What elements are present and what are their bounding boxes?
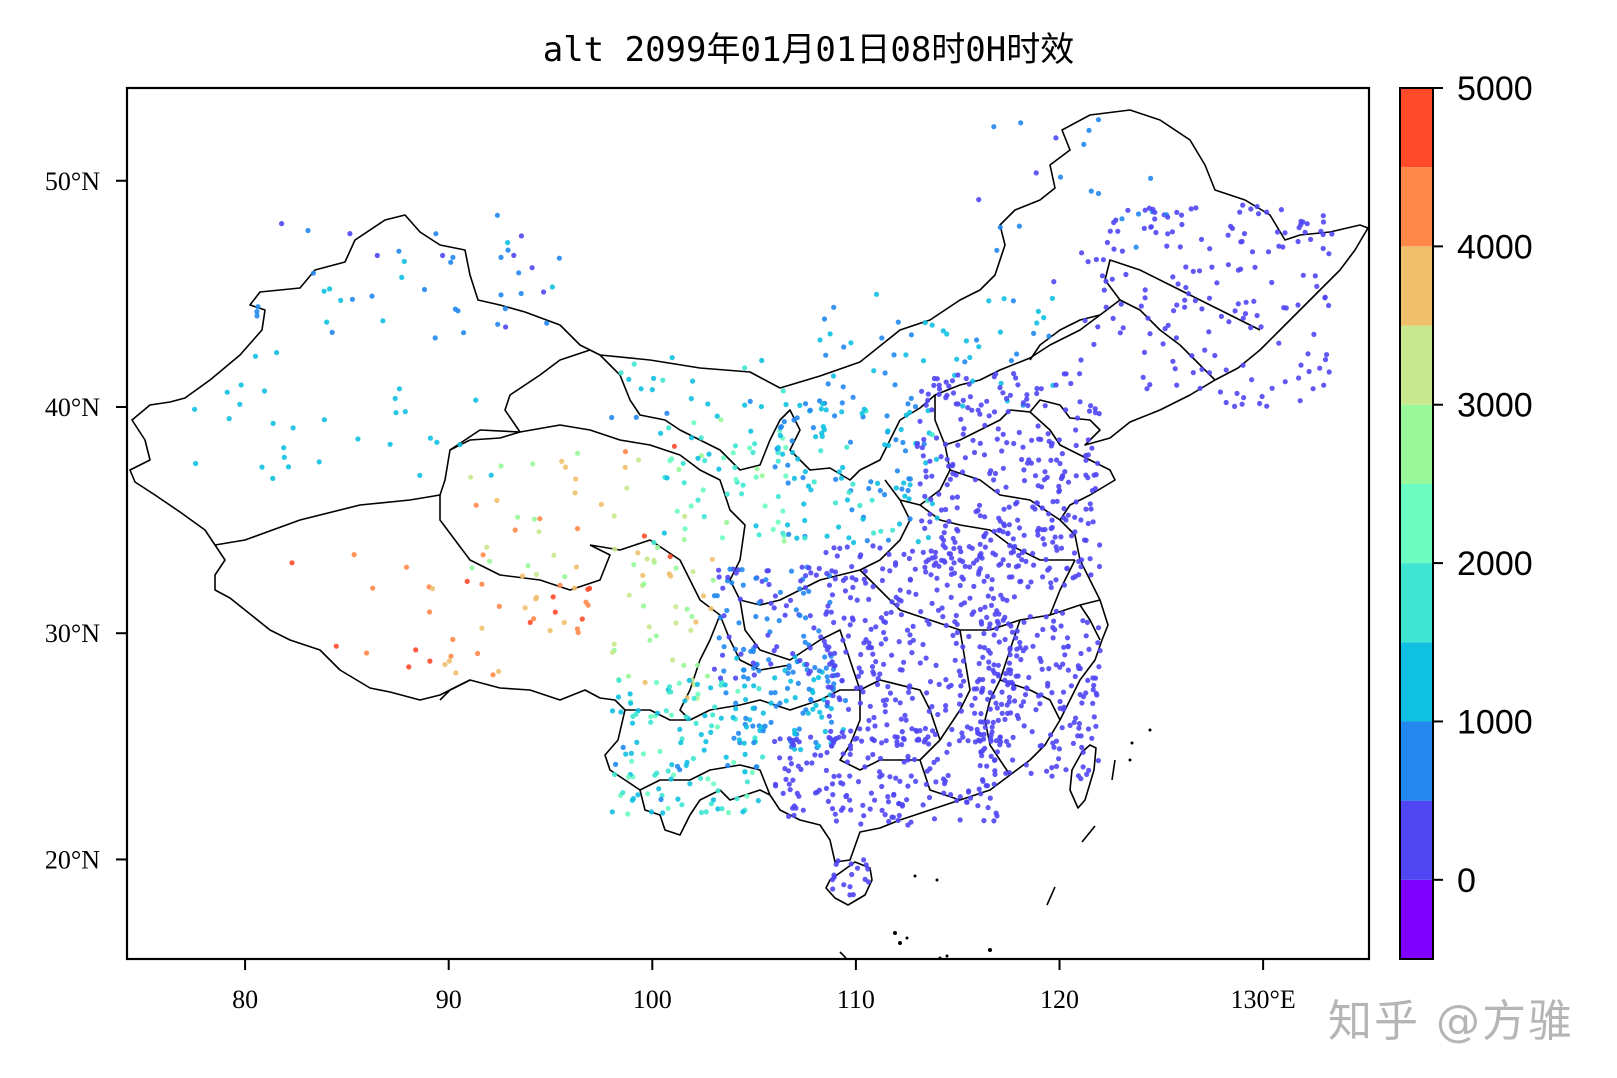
station-points — [192, 117, 1335, 898]
plot-frame — [125, 86, 1371, 961]
x-tick-label: 130°E — [1230, 985, 1295, 1014]
watermark: 知乎 @方骓 — [1328, 996, 1574, 1047]
colorbar-tick-label: 5000 — [1457, 70, 1533, 108]
x-tick-label: 90 — [436, 985, 462, 1014]
y-tick-label: 20°N — [45, 845, 100, 874]
colorbar-bin — [1400, 246, 1433, 326]
colorbar-bin — [1400, 642, 1433, 722]
china-boundary-outline — [129, 109, 1369, 959]
colorbar-tick-label: 1000 — [1457, 703, 1533, 741]
colorbar-tick-label: 4000 — [1457, 228, 1533, 266]
x-tick-label: 100 — [633, 985, 672, 1014]
colorbar-tick-label: 3000 — [1457, 387, 1533, 425]
y-tick-label: 40°N — [45, 393, 100, 422]
x-tick-label: 80 — [232, 985, 258, 1014]
colorbar-bin — [1400, 167, 1433, 247]
chart-title: alt 2099年01月01日08时0H时效 — [542, 30, 1075, 70]
y-tick-label: 30°N — [45, 619, 100, 648]
colorbar-bin — [1400, 563, 1433, 643]
colorbar-bin — [1400, 879, 1433, 959]
y-tick-label: 50°N — [45, 167, 100, 196]
colorbar-bin — [1400, 800, 1433, 880]
colorbar-bin — [1400, 88, 1433, 168]
x-tick-label: 120 — [1040, 985, 1079, 1014]
colorbar-bin — [1400, 721, 1433, 801]
south-china-sea-islands — [893, 728, 1152, 960]
y-axis-ticks: 20°N 30°N 40°N 50°N — [45, 167, 127, 874]
colorbar-tick-label: 0 — [1457, 862, 1476, 900]
colorbar-tick-label: 2000 — [1457, 545, 1533, 583]
colorbar-bin — [1400, 325, 1433, 405]
x-axis-ticks: 80 90 100 110 120 130°E — [232, 960, 1296, 1014]
x-tick-label: 110 — [837, 985, 875, 1014]
colorbar-bin — [1400, 404, 1433, 484]
colorbar: 0 1000 2000 3000 4000 5000 — [1399, 70, 1533, 960]
colorbar-bin — [1400, 483, 1433, 564]
